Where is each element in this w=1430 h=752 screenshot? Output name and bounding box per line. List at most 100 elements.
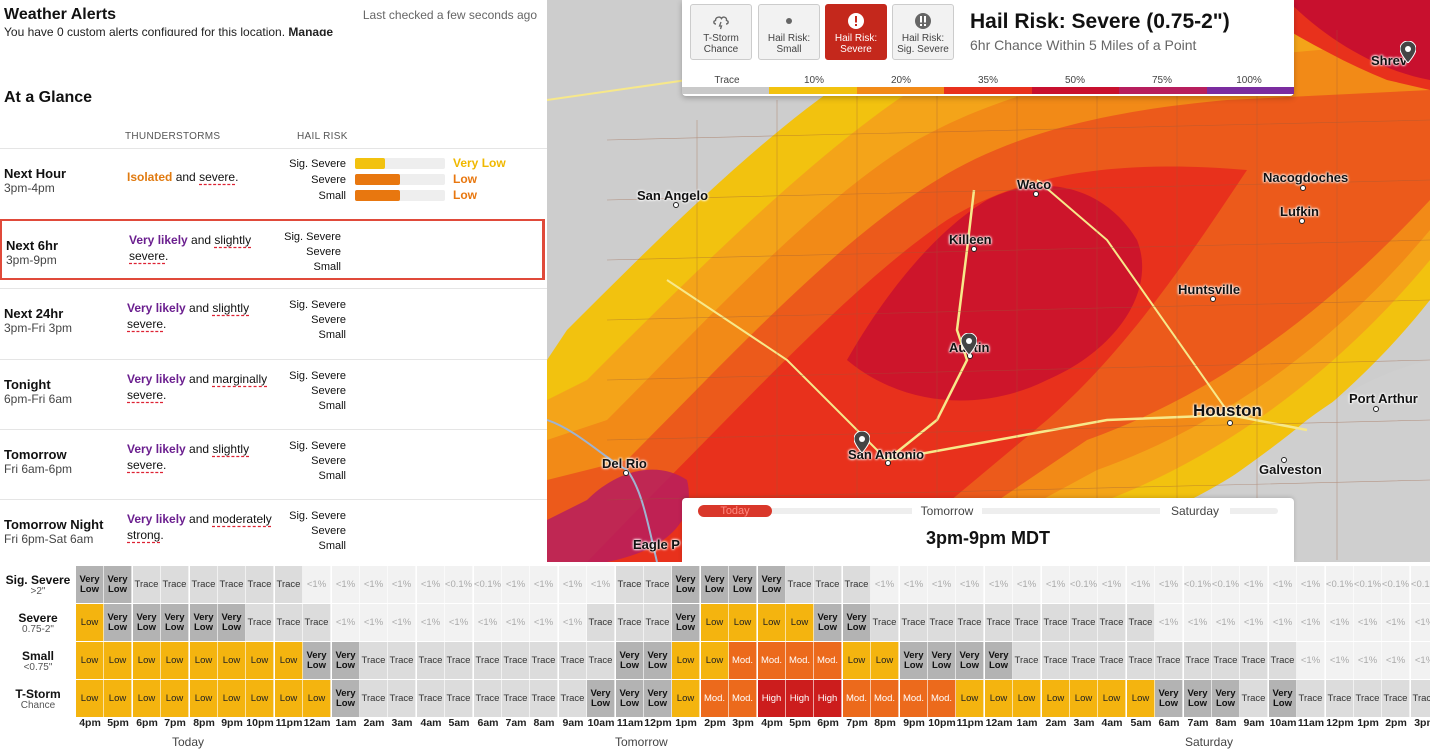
- layer-button-hail-severe[interactable]: Hail Risk: Severe: [825, 4, 887, 60]
- risk-cell[interactable]: Trace: [388, 680, 416, 717]
- risk-cell[interactable]: <0.1%: [1354, 566, 1382, 603]
- risk-cell[interactable]: <1%: [1297, 642, 1325, 679]
- risk-cell[interactable]: Very Low: [303, 642, 331, 679]
- risk-cell[interactable]: <0.1%: [1326, 566, 1354, 603]
- risk-cell[interactable]: Very Low: [218, 604, 246, 641]
- risk-cell[interactable]: Trace: [985, 604, 1013, 641]
- risk-cell[interactable]: Low: [758, 604, 786, 641]
- risk-cell[interactable]: Trace: [1212, 642, 1240, 679]
- risk-cell[interactable]: Trace: [275, 604, 303, 641]
- risk-cell[interactable]: <1%: [388, 566, 416, 603]
- glance-row[interactable]: Next 24hr 3pm-Fri 3pm Very likely and slig…: [0, 288, 547, 358]
- risk-cell[interactable]: Low: [672, 642, 700, 679]
- risk-cell[interactable]: Trace: [1098, 604, 1126, 641]
- tab-today[interactable]: Today: [698, 505, 772, 517]
- risk-cell[interactable]: Trace: [1013, 642, 1041, 679]
- risk-cell[interactable]: Low: [76, 604, 104, 641]
- layer-button-hail-small[interactable]: Hail Risk: Small: [758, 4, 820, 60]
- risk-cell[interactable]: <1%: [1326, 604, 1354, 641]
- risk-cell[interactable]: Low: [218, 680, 246, 717]
- risk-cell[interactable]: Very Low: [644, 642, 672, 679]
- risk-cell[interactable]: <1%: [871, 566, 899, 603]
- risk-cell[interactable]: Low: [161, 680, 189, 717]
- risk-cell[interactable]: Trace: [928, 604, 956, 641]
- risk-cell[interactable]: Very Low: [644, 680, 672, 717]
- risk-cell[interactable]: <0.1%: [1411, 566, 1430, 603]
- risk-cell[interactable]: Low: [985, 680, 1013, 717]
- risk-cell[interactable]: Trace: [1070, 604, 1098, 641]
- risk-cell[interactable]: Trace: [786, 566, 814, 603]
- layer-button-hail-sig-severe[interactable]: Hail Risk: Sig. Severe: [892, 4, 954, 60]
- risk-cell[interactable]: Trace: [417, 680, 445, 717]
- risk-cell[interactable]: Trace: [474, 680, 502, 717]
- risk-cell[interactable]: <1%: [445, 604, 473, 641]
- risk-cell[interactable]: Very Low: [332, 642, 360, 679]
- risk-cell[interactable]: Trace: [360, 680, 388, 717]
- risk-cell[interactable]: Low: [871, 642, 899, 679]
- risk-cell[interactable]: <1%: [502, 604, 530, 641]
- risk-cell[interactable]: <1%: [530, 604, 558, 641]
- tab-tomorrow[interactable]: Tomorrow: [912, 504, 982, 518]
- risk-cell[interactable]: Trace: [388, 642, 416, 679]
- risk-cell[interactable]: Low: [218, 642, 246, 679]
- risk-cell[interactable]: Trace: [246, 566, 274, 603]
- risk-cell[interactable]: Low: [1098, 680, 1126, 717]
- risk-cell[interactable]: Low: [303, 680, 331, 717]
- risk-cell[interactable]: <1%: [474, 604, 502, 641]
- risk-cell[interactable]: Low: [956, 680, 984, 717]
- risk-cell[interactable]: Trace: [1326, 680, 1354, 717]
- risk-cell[interactable]: Very Low: [729, 566, 757, 603]
- risk-cell[interactable]: Trace: [1042, 604, 1070, 641]
- risk-cell[interactable]: <1%: [559, 604, 587, 641]
- risk-cell[interactable]: <1%: [1127, 566, 1155, 603]
- risk-cell[interactable]: High: [786, 680, 814, 717]
- risk-cell[interactable]: Very Low: [133, 604, 161, 641]
- risk-cell[interactable]: Low: [672, 680, 700, 717]
- risk-cell[interactable]: Trace: [445, 642, 473, 679]
- risk-cell[interactable]: Trace: [871, 604, 899, 641]
- location-pin-icon[interactable]: [854, 431, 870, 453]
- risk-cell[interactable]: Mod.: [843, 680, 871, 717]
- glance-row[interactable]: Tonight 6pm-Fri 6am Very likely and margin…: [0, 359, 547, 429]
- risk-cell[interactable]: Trace: [1098, 642, 1126, 679]
- risk-cell[interactable]: Low: [786, 604, 814, 641]
- risk-cell[interactable]: <1%: [1013, 566, 1041, 603]
- risk-cell[interactable]: <1%: [417, 604, 445, 641]
- risk-cell[interactable]: Trace: [900, 604, 928, 641]
- risk-cell[interactable]: <1%: [1411, 642, 1430, 679]
- risk-cell[interactable]: High: [814, 680, 842, 717]
- tab-saturday[interactable]: Saturday: [1160, 504, 1230, 518]
- risk-cell[interactable]: <1%: [1240, 604, 1268, 641]
- risk-cell[interactable]: Trace: [190, 566, 218, 603]
- risk-cell[interactable]: Trace: [616, 604, 644, 641]
- risk-cell[interactable]: Low: [76, 680, 104, 717]
- risk-cell[interactable]: Very Low: [672, 604, 700, 641]
- location-pin-icon[interactable]: [961, 333, 977, 355]
- risk-cell[interactable]: Mod.: [729, 680, 757, 717]
- risk-cell[interactable]: Low: [190, 680, 218, 717]
- risk-cell[interactable]: <1%: [559, 566, 587, 603]
- risk-cell[interactable]: <1%: [1297, 604, 1325, 641]
- risk-cell[interactable]: Trace: [1240, 642, 1268, 679]
- risk-cell[interactable]: Trace: [1184, 642, 1212, 679]
- risk-cell[interactable]: <1%: [900, 566, 928, 603]
- risk-cell[interactable]: Trace: [502, 680, 530, 717]
- risk-cell[interactable]: Very Low: [1212, 680, 1240, 717]
- risk-cell[interactable]: Very Low: [672, 566, 700, 603]
- risk-cell[interactable]: Very Low: [956, 642, 984, 679]
- risk-cell[interactable]: Trace: [1042, 642, 1070, 679]
- risk-cell[interactable]: Low: [729, 604, 757, 641]
- risk-cell[interactable]: Trace: [275, 566, 303, 603]
- risk-cell[interactable]: <1%: [1155, 604, 1183, 641]
- risk-cell[interactable]: Very Low: [701, 566, 729, 603]
- risk-cell[interactable]: Low: [133, 680, 161, 717]
- risk-cell[interactable]: <1%: [928, 566, 956, 603]
- risk-cell[interactable]: <1%: [360, 604, 388, 641]
- risk-cell[interactable]: Very Low: [928, 642, 956, 679]
- risk-cell[interactable]: Trace: [133, 566, 161, 603]
- risk-cell[interactable]: <1%: [1042, 566, 1070, 603]
- risk-cell[interactable]: Mod.: [729, 642, 757, 679]
- risk-cell[interactable]: Trace: [644, 566, 672, 603]
- risk-cell[interactable]: <0.1%: [445, 566, 473, 603]
- risk-cell[interactable]: Low: [1013, 680, 1041, 717]
